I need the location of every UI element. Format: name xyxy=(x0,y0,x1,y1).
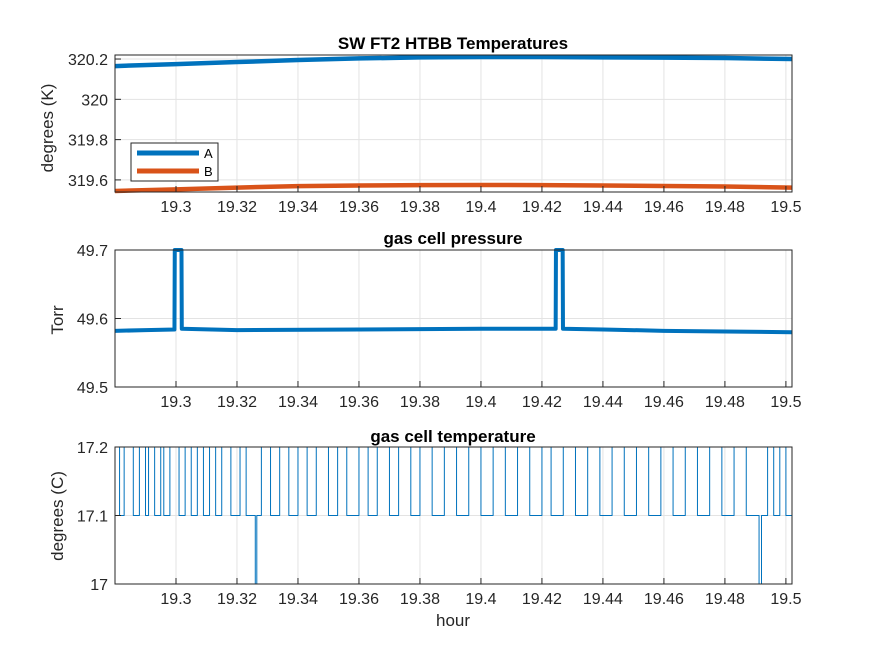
x-tick-label: 19.32 xyxy=(217,591,257,608)
x-tick-label: 19.44 xyxy=(583,591,623,608)
x-tick-label: 19.3 xyxy=(160,199,191,216)
y-tick-label: 49.7 xyxy=(77,243,108,260)
x-tick-label: 19.48 xyxy=(705,591,745,608)
x-tick-label: 19.3 xyxy=(160,394,191,411)
x-tick-label: 19.4 xyxy=(465,591,496,608)
legend-box xyxy=(130,142,219,182)
y-tick-label: 319.8 xyxy=(68,133,108,150)
x-tick-label: 19.36 xyxy=(339,394,379,411)
series-layer xyxy=(114,248,793,335)
x-tick-label: 19.42 xyxy=(522,591,562,608)
y-tick-labels: 49.5 49.6 49.7 xyxy=(77,243,108,397)
y-tick-label: 320.2 xyxy=(68,52,108,69)
x-tick-label: 19.36 xyxy=(339,591,379,608)
series-line-b xyxy=(114,182,793,194)
x-tick-label: 19.42 xyxy=(522,199,562,216)
x-tick-label: 19.46 xyxy=(644,591,684,608)
x-tick-label: 19.5 xyxy=(770,199,801,216)
y-tick-label: 49.6 xyxy=(77,312,108,329)
x-tick-label: 19.32 xyxy=(217,394,257,411)
series-line-1 xyxy=(114,248,793,335)
x-tick-label: 19.34 xyxy=(278,199,318,216)
x-tick-label: 19.42 xyxy=(522,394,562,411)
grid xyxy=(115,55,792,192)
x-tick-label: 19.3 xyxy=(160,591,191,608)
x-tick-labels: 19.3 19.32 19.34 19.36 19.38 19.4 19.42 19.44 19… xyxy=(160,394,801,411)
series-line-a xyxy=(114,54,793,69)
plot-frame xyxy=(114,54,793,193)
y-tick-label: 320 xyxy=(81,92,108,109)
y-tick-label: 319.6 xyxy=(68,173,108,190)
y-axis-label: degrees (K) xyxy=(38,84,57,173)
legend-label-b: B xyxy=(204,164,213,179)
panel-gas-cell-temperature: 19.3 19.32 19.34 19.36 19.38 19.4 19.42 19.44 19… xyxy=(48,427,802,630)
x-tick-label: 19.46 xyxy=(644,394,684,411)
x-tick-labels: 19.3 19.32 19.34 19.36 19.38 19.4 19.42 19.44 19… xyxy=(160,591,801,608)
x-tick-label: 19.4 xyxy=(465,394,496,411)
plot-area xyxy=(115,55,792,192)
x-tick-label: 19.5 xyxy=(770,394,801,411)
y-tick-label: 17.2 xyxy=(77,440,108,457)
y-tick-label: 49.5 xyxy=(77,380,108,397)
y-axis-label: Torr xyxy=(48,305,67,335)
x-tick-label: 19.34 xyxy=(278,394,318,411)
x-tick-label: 19.5 xyxy=(770,591,801,608)
chart-title: gas cell temperature xyxy=(370,427,535,446)
panel-htbb-temperatures: 19.3 19.32 19.34 19.36 19.38 19.4 19.42 19.44 19… xyxy=(38,34,802,216)
x-tick-label: 19.36 xyxy=(339,199,379,216)
chart-title: SW FT2 HTBB Temperatures xyxy=(338,34,568,53)
x-tick-label: 19.38 xyxy=(400,394,440,411)
series-layer xyxy=(114,54,793,194)
legend: A B xyxy=(130,142,219,182)
y-tick-label: 17 xyxy=(90,577,108,594)
x-tick-label: 19.34 xyxy=(278,591,318,608)
x-tick-label: 19.4 xyxy=(465,199,496,216)
y-tick-label: 17.1 xyxy=(77,509,108,526)
x-axis-label: hour xyxy=(436,611,470,630)
y-axis-label: degrees (C) xyxy=(48,471,67,561)
x-tick-labels: 19.3 19.32 19.34 19.36 19.38 19.4 19.42 19.44 19… xyxy=(160,199,801,216)
x-tick-label: 19.38 xyxy=(400,199,440,216)
legend-label-a: A xyxy=(204,146,213,161)
chart-title: gas cell pressure xyxy=(384,229,523,248)
x-tick-label: 19.48 xyxy=(705,394,745,411)
x-tick-label: 19.44 xyxy=(583,199,623,216)
x-tick-label: 19.32 xyxy=(217,199,257,216)
x-tick-label: 19.44 xyxy=(583,394,623,411)
panel-gas-cell-pressure: 19.3 19.32 19.34 19.36 19.38 19.4 19.42 19.44 19… xyxy=(48,229,802,411)
y-tick-labels: 319.6 319.8 320 320.2 xyxy=(68,52,108,190)
x-tick-label: 19.48 xyxy=(705,199,745,216)
x-tick-label: 19.38 xyxy=(400,591,440,608)
y-tick-labels: 17 17.1 17.2 xyxy=(77,440,108,594)
x-tick-label: 19.46 xyxy=(644,199,684,216)
